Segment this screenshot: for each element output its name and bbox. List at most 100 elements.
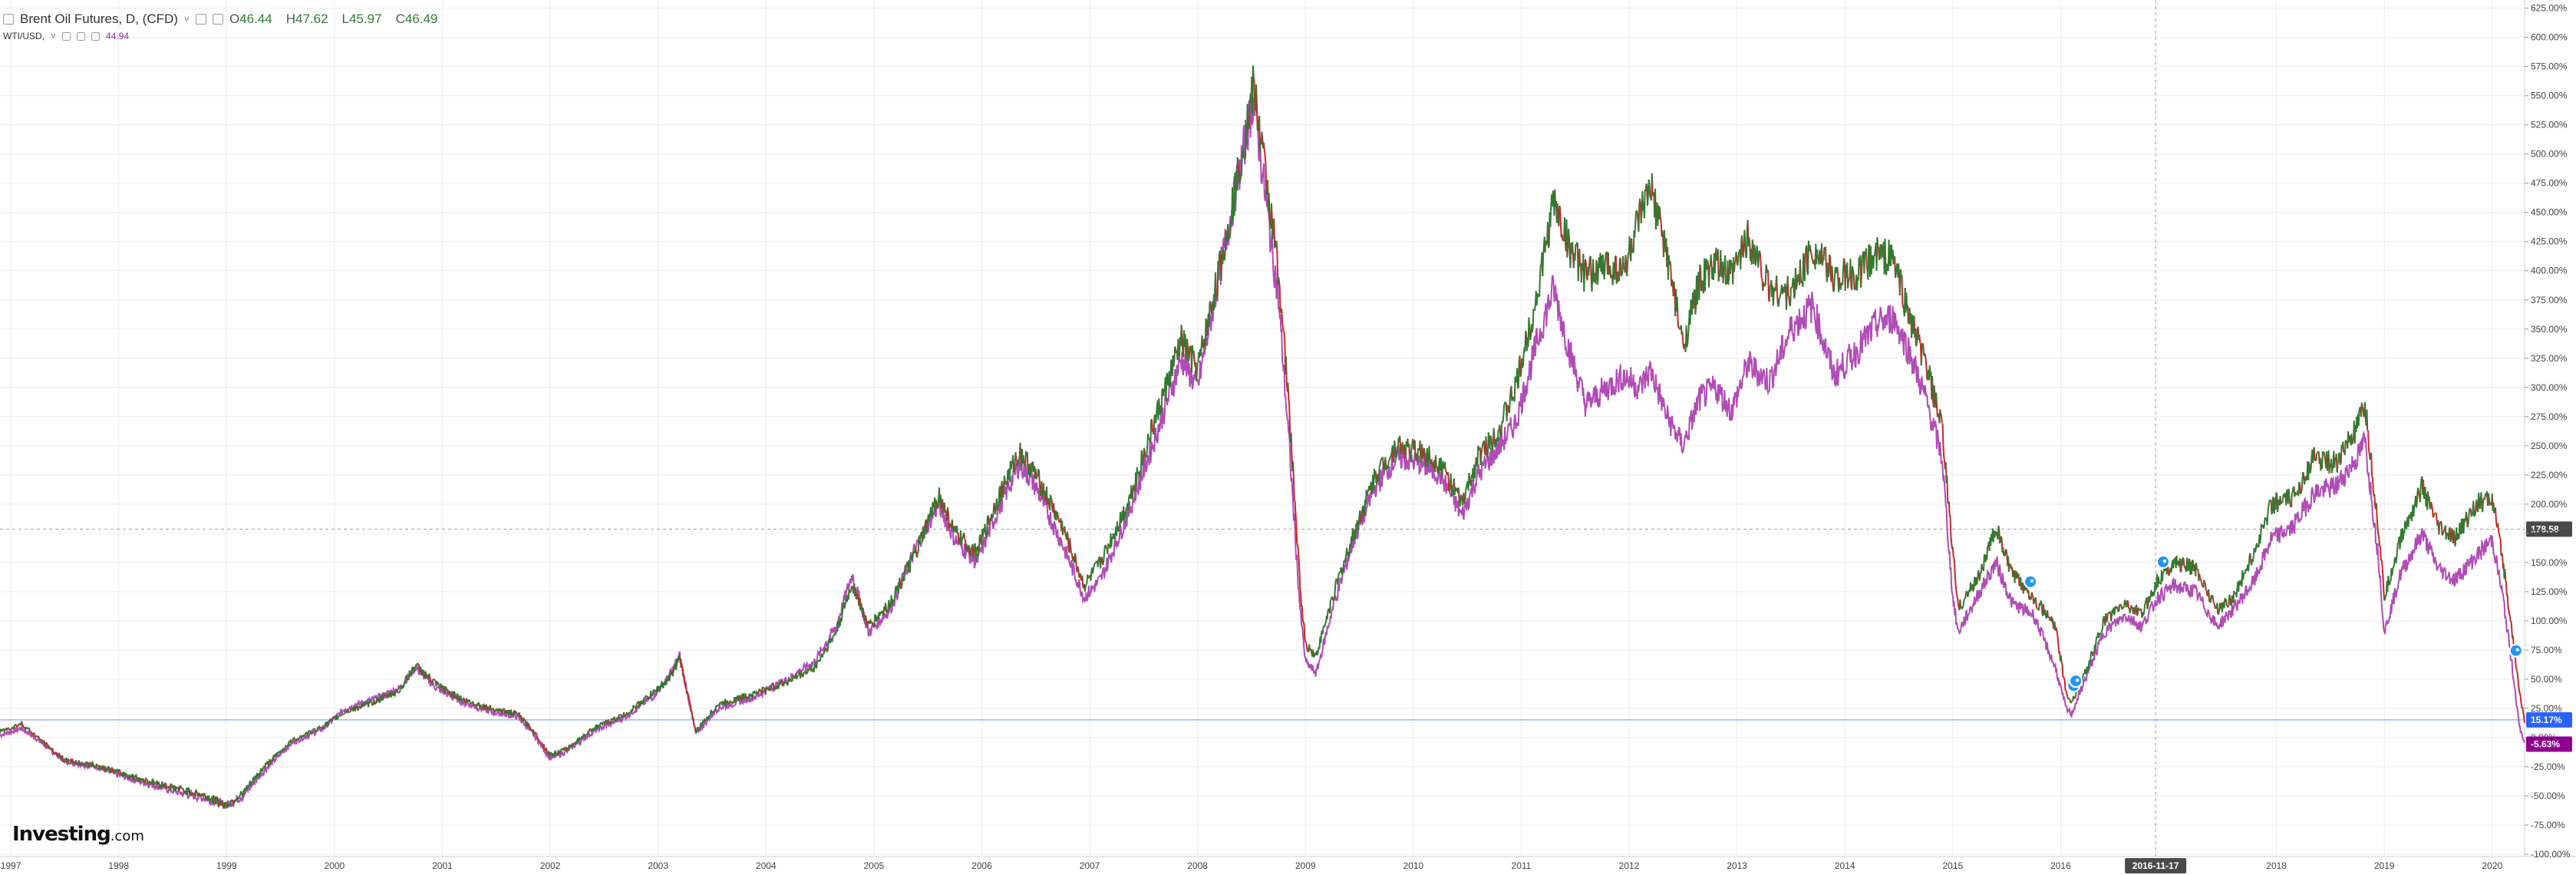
- y-tick-275: 275.00%: [2531, 411, 2568, 422]
- y-tick-250: 250.00%: [2531, 441, 2568, 451]
- y-tick-375: 375.00%: [2531, 295, 2568, 305]
- x-tick-1997: 1997: [1, 860, 21, 871]
- secondary-series-legend: WTI/USD, ˅ 44.94: [3, 28, 445, 45]
- last-value-label-1: -5.63%: [2531, 738, 2560, 749]
- x-tick-2007: 2007: [1080, 860, 1100, 871]
- low-value: 45.97: [349, 12, 382, 26]
- logo-brand: Investing: [12, 823, 111, 846]
- x-tick-2010: 2010: [1403, 860, 1423, 871]
- brent-oil-series: [0, 65, 2525, 809]
- time-axis[interactable]: 1997 1998 1999 2000 2001 2002 2003 2004 2005 2006…: [1, 860, 2503, 871]
- y-tick-125: 125.00%: [2531, 586, 2568, 597]
- event-marker-0[interactable]: [2024, 574, 2038, 589]
- y-tick-425: 425.00%: [2531, 236, 2568, 247]
- y-tick-500: 500.00%: [2531, 149, 2568, 160]
- x-tick-2003: 2003: [648, 860, 668, 871]
- x-tick-2009: 2009: [1295, 860, 1316, 871]
- y-tick-600: 600.00%: [2531, 32, 2568, 43]
- x-tick-2005: 2005: [863, 860, 884, 871]
- x-tick-2019: 2019: [2374, 860, 2395, 871]
- investing-logo: Investing.com: [12, 823, 144, 846]
- open-value: 46.44: [239, 12, 272, 26]
- x-tick-1999: 1999: [216, 860, 237, 871]
- y-tick-475: 475.00%: [2531, 178, 2568, 189]
- crosshair-date-badge: [2125, 858, 2187, 873]
- y-tick-175: 175.00%: [2531, 528, 2568, 539]
- x-tick-2000: 2000: [325, 860, 345, 871]
- event-marker-2[interactable]: [2069, 674, 2083, 688]
- hide-icon[interactable]: [212, 14, 223, 25]
- x-tick-2016: 2016: [2050, 860, 2071, 871]
- crosshair-date-label: 2016-11-17: [2132, 860, 2179, 871]
- x-tick-2012: 2012: [1619, 860, 1640, 871]
- event-marker-dot-2: [2075, 678, 2080, 682]
- open-key: O: [229, 12, 240, 26]
- secondary-settings-icon[interactable]: [62, 31, 71, 41]
- y-tick--100: -100.00%: [2531, 849, 2571, 860]
- event-markers[interactable]: [2024, 555, 2523, 693]
- y-tick-625: 625.00%: [2531, 3, 2568, 14]
- x-tick-2001: 2001: [432, 860, 453, 871]
- low-key: L: [341, 12, 350, 26]
- x-tick-2008: 2008: [1187, 860, 1208, 871]
- y-tick-550: 550.00%: [2531, 91, 2568, 101]
- last-value-badge-0: [2526, 712, 2572, 728]
- y-tick-100: 100.00%: [2531, 616, 2568, 626]
- price-axis[interactable]: 625.00% 600.00% 575.00% 550.00% 525.00% 500.0…: [2525, 3, 2571, 860]
- high-key: H: [285, 12, 295, 26]
- y-tick-300: 300.00%: [2531, 382, 2568, 393]
- y-tick-525: 525.00%: [2531, 120, 2568, 130]
- event-marker-dot-4: [2515, 648, 2519, 652]
- y-tick-25: 25.00%: [2531, 703, 2562, 714]
- close-key: C: [395, 12, 405, 26]
- main-series-caret-icon[interactable]: ˅: [183, 14, 190, 25]
- main-series-legend: Brent Oil Futures, D, (CFD) ˅ O46.44 H47…: [3, 11, 445, 28]
- last-value-label-0: 15.17%: [2531, 715, 2562, 725]
- brent-up-segments: [0, 65, 2524, 809]
- event-marker-dot-3: [2162, 559, 2167, 563]
- chart-legend: Brent Oil Futures, D, (CFD) ˅ O46.44 H47…: [3, 11, 445, 45]
- y-tick-350: 350.00%: [2531, 324, 2568, 335]
- y-tick-150: 150.00%: [2531, 557, 2568, 568]
- secondary-hide-icon[interactable]: [77, 31, 86, 41]
- y-tick-225: 225.00%: [2531, 470, 2568, 480]
- secondary-series-title[interactable]: WTI/USD,: [3, 31, 45, 41]
- x-tick-2015: 2015: [1942, 860, 1963, 871]
- crosshair-price-label: 178.58: [2531, 523, 2559, 534]
- y-tick-75: 75.00%: [2531, 645, 2562, 655]
- y-tick-200: 200.00%: [2531, 499, 2568, 510]
- x-tick-1998: 1998: [108, 860, 129, 871]
- event-marker-4[interactable]: [2508, 643, 2523, 658]
- x-tick-2014: 2014: [1835, 860, 1855, 871]
- event-marker-dot-0: [2030, 579, 2034, 583]
- logo-suffix: .com: [110, 828, 144, 844]
- crosshair-price-badge: [2526, 521, 2572, 537]
- secondary-series-value: 44.94: [106, 31, 130, 41]
- collapse-icon[interactable]: [3, 14, 14, 25]
- close-value: 46.49: [404, 12, 438, 26]
- y-tick--50: -50.00%: [2531, 791, 2565, 801]
- y-tick-575: 575.00%: [2531, 61, 2568, 72]
- y-tick--75: -75.00%: [2531, 820, 2565, 830]
- x-tick-2006: 2006: [971, 860, 992, 871]
- secondary-series-caret-icon[interactable]: ˅: [51, 31, 57, 41]
- y-tick-50: 50.00%: [2531, 674, 2562, 685]
- last-value-badges: 15.17% -5.63%: [2526, 712, 2572, 752]
- main-series-title[interactable]: Brent Oil Futures, D, (CFD): [20, 12, 178, 26]
- settings-icon[interactable]: [195, 14, 206, 25]
- high-value: 47.62: [295, 12, 328, 26]
- x-tick-2013: 2013: [1727, 860, 1747, 871]
- x-tick-2020: 2020: [2482, 860, 2502, 871]
- event-marker-3[interactable]: [2155, 555, 2170, 570]
- y-tick-450: 450.00%: [2531, 207, 2568, 218]
- x-tick-2002: 2002: [540, 860, 561, 871]
- y-tick-325: 325.00%: [2531, 353, 2568, 364]
- last-value-badge-1: [2526, 736, 2572, 752]
- x-tick-2011: 2011: [1512, 860, 1532, 871]
- vertical-grid: [10, 0, 2493, 857]
- secondary-remove-icon[interactable]: [91, 31, 101, 41]
- y-tick--25: -25.00%: [2531, 761, 2565, 772]
- x-tick-2004: 2004: [756, 860, 777, 871]
